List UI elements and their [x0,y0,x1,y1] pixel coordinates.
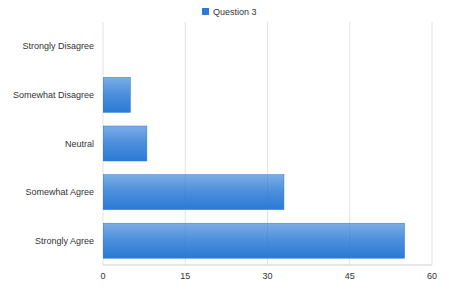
category-label: Neutral [65,139,94,149]
category-label: Somewhat Disagree [13,90,94,100]
tick-label: 15 [180,271,190,281]
legend-label: Question 3 [213,7,257,17]
bars [103,77,405,258]
chart: 0 15 30 45 60 Strongly Disagree Somewhat Disag… [0,0,475,304]
category-label: Strongly Disagree [22,41,94,51]
tick-label: 60 [427,271,437,281]
category-label: Strongly Agree [35,236,94,246]
bar [103,77,130,112]
tick-label: 0 [100,271,105,281]
legend-swatch [202,8,209,15]
x-axis [103,265,432,266]
bar [103,29,104,64]
category-label: Somewhat Agree [25,187,94,197]
bar [103,175,284,210]
tick-label: 30 [262,271,272,281]
grid-line [432,22,433,265]
bar [103,126,147,161]
bar [103,223,405,258]
tick-label: 45 [345,271,355,281]
